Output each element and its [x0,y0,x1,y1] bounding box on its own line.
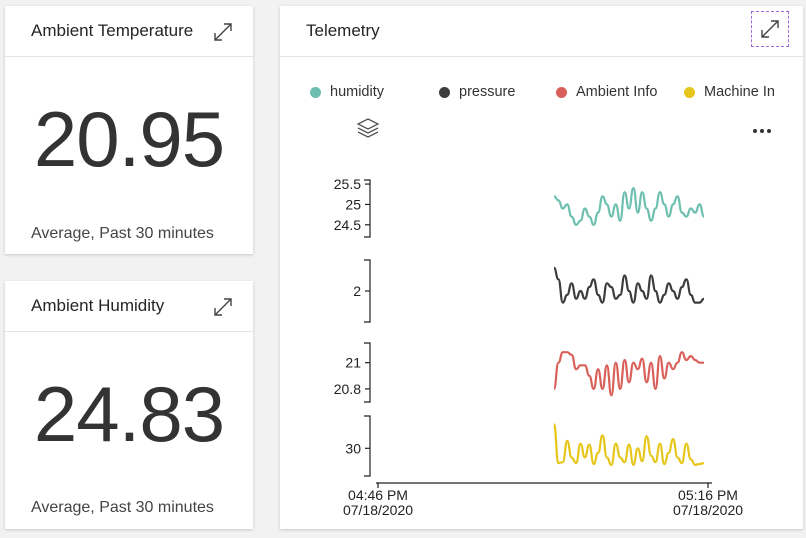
series-line-pressure [553,266,705,304]
tile-header: Ambient Temperature [5,6,253,57]
series-line-machine-in [552,423,705,466]
y-axis [364,179,371,238]
layers-button[interactable] [355,116,381,142]
telemetry-tile: Telemetry humidity pressure Ambient Info… [280,6,803,529]
legend-label: Ambient Info [576,84,658,100]
tile-subtitle: Average, Past 30 minutes [31,499,214,516]
tile-subtitle: Average, Past 30 minutes [31,225,214,242]
ambient-temperature-tile: Ambient Temperature 20.95 Average, Past … [5,6,253,254]
layers-icon [356,118,380,138]
legend-item-pressure[interactable]: pressure [439,84,515,100]
y-axis [364,415,371,477]
legend-swatch [556,86,567,98]
x-tick-label-time: 04:46 PM [348,487,408,503]
tile-value: 20.95 [33,95,225,183]
y-tick-label: 20.8 [334,381,361,397]
y-tick-label: 25 [345,196,361,212]
tile-title: Telemetry [306,21,380,40]
legend-label: Machine In [704,84,775,100]
tile-header: Ambient Humidity [5,281,253,332]
legend-item-machine-in[interactable]: Machine In [684,84,775,100]
expand-icon [761,20,779,38]
expand-button[interactable] [208,17,238,47]
legend-item-ambient-info[interactable]: Ambient Info [556,84,657,100]
tile-header: Telemetry [280,6,803,57]
y-axis [364,342,371,403]
tile-title: Ambient Humidity [31,296,165,315]
series-line-ambient-info [552,351,704,397]
ambient-humidity-tile: Ambient Humidity 24.83 Average, Past 30 … [5,281,253,529]
y-tick-label: 30 [345,440,361,456]
expand-icon [214,298,232,316]
legend-swatch [439,86,450,98]
expand-button[interactable] [751,11,789,47]
legend-swatch [684,86,695,98]
series-line-humidity [553,187,705,226]
more-icon [753,129,771,133]
legend-swatch [310,86,321,98]
tile-title: Ambient Temperature [31,21,194,40]
legend-item-humidity[interactable]: humidity [310,84,384,100]
y-tick-label: 21 [345,355,361,371]
y-tick-label: 24.5 [334,217,361,233]
expand-button[interactable] [208,292,238,322]
x-tick-label-time: 05:16 PM [678,487,738,503]
legend-label: pressure [459,84,516,100]
tile-value: 24.83 [33,370,225,458]
y-tick-label: 25.5 [334,176,361,192]
legend-label: humidity [330,84,384,100]
x-tick-label-date: 07/18/2020 [343,502,413,518]
more-options-button[interactable] [750,122,776,140]
x-tick-label-date: 07/18/2020 [673,502,743,518]
y-tick-label: 2 [353,283,361,299]
expand-icon [214,23,232,41]
